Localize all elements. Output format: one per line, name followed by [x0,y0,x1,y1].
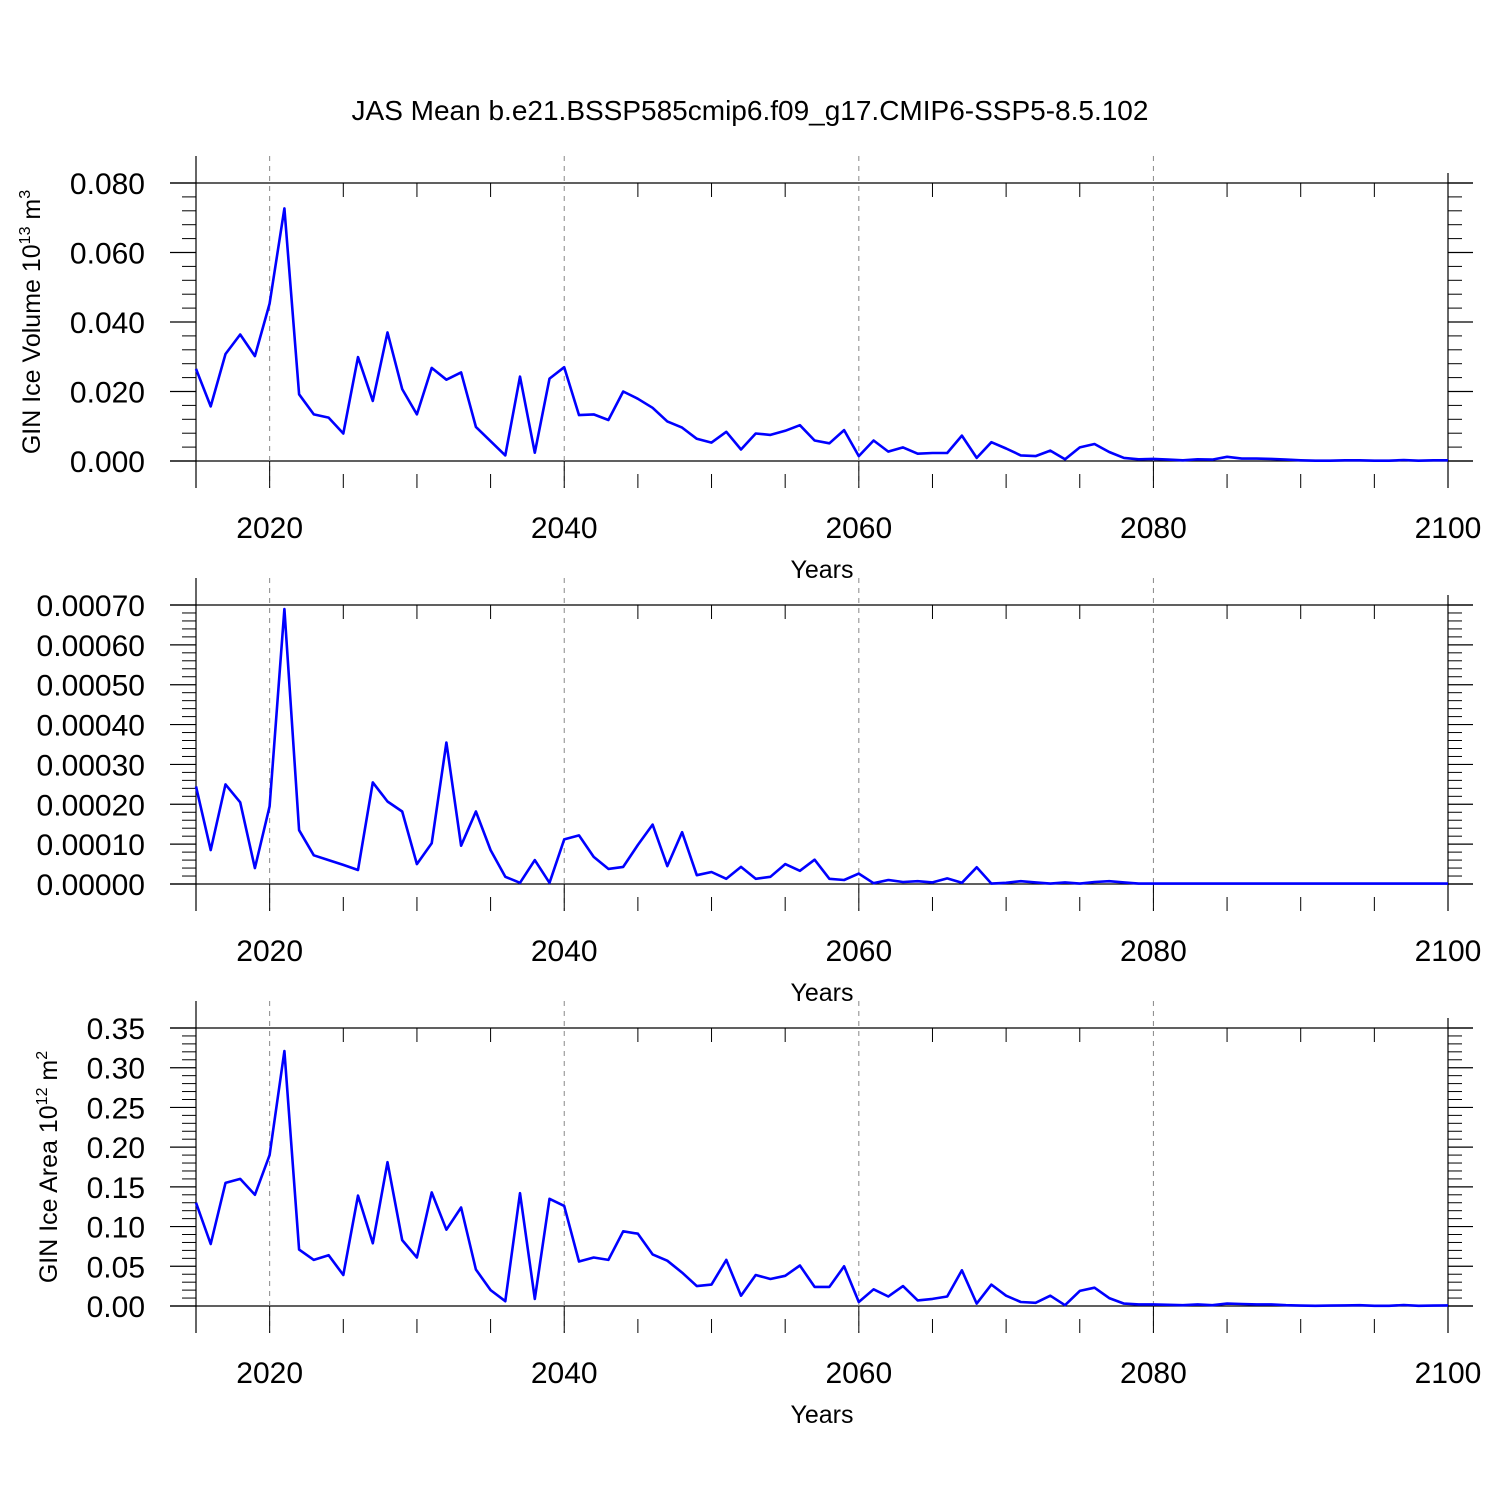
y-tick-label: 0.080 [70,168,145,201]
x-tick-label: 2060 [825,1357,892,1390]
y-tick-label: 0.30 [87,1053,145,1086]
y-tick-label: 0.00010 [37,829,145,862]
y-tick-label: 0.00060 [37,630,145,663]
x-axis-label: Years [790,1401,853,1429]
x-tick-label: 2100 [1415,935,1482,968]
y-tick-label: 0.35 [87,1013,145,1046]
series-line [194,607,1448,885]
panels: 0.000 0.020 0.040 0.060 0.080 2020 2040 2060 208… [0,156,1481,1429]
y-tick-label: 0.10 [87,1212,145,1245]
x-tick-label: 2040 [531,512,598,545]
y-tick-label: 0.020 [70,377,145,410]
x-tick-label: 2080 [1120,512,1187,545]
y-tick-label: 0.00030 [37,749,145,782]
x-tick-label: 2080 [1120,1357,1187,1390]
x-tick-label: 2060 [825,935,892,968]
x-tick-label: 2100 [1415,1357,1482,1390]
y-tick-label: 0.00040 [37,710,145,743]
x-tick-label: 2080 [1120,935,1187,968]
series-line [194,1049,1449,1308]
chart-title: JAS Mean b.e21.BSSP585cmip6.f09_g17.CMIP… [352,95,1149,126]
y-tick-label: 0.15 [87,1172,145,1205]
panel-1: 0.000 0.020 0.040 0.060 0.080 2020 2040 2060 208… [17,156,1481,584]
x-axis-label: Years [790,556,853,584]
y-tick-label: 0.25 [87,1092,145,1125]
y-tick-label: 0.20 [87,1132,145,1165]
y-tick-label: 0.05 [87,1251,145,1284]
y-tick-label: 0.00000 [37,869,145,902]
y-tick-label: 0.00070 [37,590,145,623]
panel-2: 0.00000 0.00010 0.00020 0.00030 0.00040 0.000… [0,578,1481,1007]
x-tick-label: 2040 [531,935,598,968]
y-tick-label: 0.00050 [37,670,145,703]
x-tick-label: 2020 [236,512,303,545]
x-axis-label: Years [790,979,853,1007]
series-line [194,207,1448,463]
x-tick-label: 2020 [236,1357,303,1390]
y-axis-label: GIN Ice Volume 1013 m3 [17,190,46,454]
x-tick-label: 2040 [531,1357,598,1390]
x-tick-label: 2020 [236,935,303,968]
y-tick-label: 0.060 [70,238,145,271]
y-tick-label: 0.000 [70,446,145,479]
y-axis-label: GIN Snow Volume 1013 m3 [0,598,4,892]
y-tick-label: 0.00020 [37,789,145,822]
y-tick-label: 0.040 [70,307,145,340]
y-axis-label: GIN Ice Area 1012 m2 [34,1051,63,1283]
y-tick-label: 0.00 [87,1291,145,1324]
x-tick-label: 2100 [1415,512,1482,545]
x-tick-label: 2060 [825,512,892,545]
panel-3: 0.00 0.05 0.10 0.15 0.20 0.25 0.30 0.35 2020 2040… [34,1001,1481,1429]
